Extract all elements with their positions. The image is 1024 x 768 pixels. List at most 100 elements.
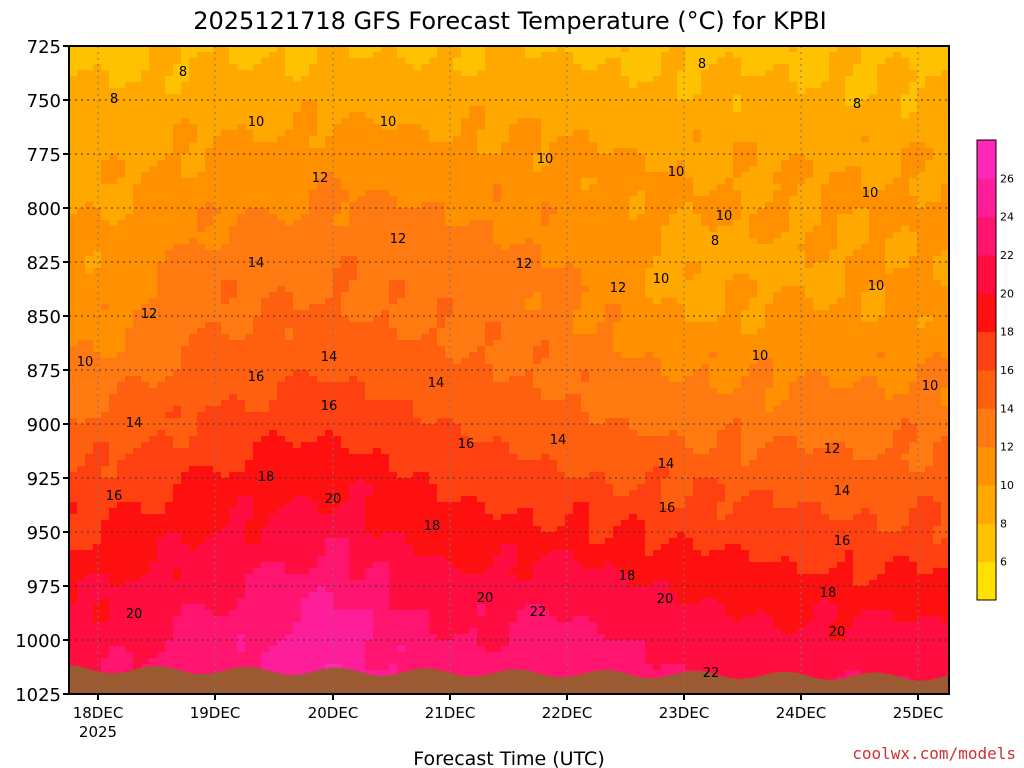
heatmap-cell (77, 466, 86, 473)
heatmap-cell (109, 406, 118, 413)
heatmap-cell (69, 340, 78, 347)
heatmap-cell (237, 358, 246, 365)
heatmap-cell (341, 346, 350, 353)
heatmap-cell (293, 394, 302, 401)
heatmap-cell (221, 346, 230, 353)
heatmap-cell (365, 646, 374, 653)
heatmap-cell (149, 142, 158, 149)
heatmap-cell (165, 388, 174, 395)
heatmap-cell (181, 76, 190, 83)
heatmap-cell (117, 412, 126, 419)
heatmap-cell (389, 262, 398, 269)
heatmap-cell (389, 256, 398, 263)
heatmap-cell (109, 226, 118, 233)
heatmap-cell (341, 436, 350, 443)
heatmap-cell (237, 178, 246, 185)
heatmap-cell (85, 142, 94, 149)
heatmap-cell (85, 334, 94, 341)
heatmap-cell (341, 322, 350, 329)
heatmap-cell (221, 484, 230, 491)
heatmap-cell (69, 628, 78, 635)
heatmap-cell (437, 58, 446, 65)
heatmap-cell (245, 538, 254, 545)
heatmap-cell (213, 64, 222, 71)
heatmap-cell (77, 592, 86, 599)
heatmap-cell (141, 394, 150, 401)
heatmap-cell (397, 148, 406, 155)
heatmap-cell (381, 382, 390, 389)
heatmap-cell (341, 508, 350, 515)
heatmap-cell (325, 640, 334, 647)
heatmap-cell (341, 316, 350, 323)
heatmap-cell (389, 604, 398, 611)
heatmap-cell (189, 592, 198, 599)
heatmap-cell (237, 292, 246, 299)
heatmap-cell (285, 52, 294, 59)
heatmap-cell (413, 208, 422, 215)
heatmap-cell (93, 640, 102, 647)
heatmap-cell (365, 310, 374, 317)
heatmap-cell (85, 208, 94, 215)
heatmap-cell (325, 304, 334, 311)
heatmap-cell (165, 214, 174, 221)
heatmap-cell (349, 232, 358, 239)
heatmap-cell (117, 244, 126, 251)
heatmap-cell (357, 70, 366, 77)
heatmap-cell (149, 526, 158, 533)
heatmap-cell (317, 250, 326, 257)
heatmap-cell (109, 394, 118, 401)
heatmap-cell (389, 646, 398, 653)
heatmap-cell (165, 280, 174, 287)
heatmap-cell (405, 448, 414, 455)
heatmap-cell (181, 310, 190, 317)
heatmap-cell (165, 238, 174, 245)
heatmap-cell (77, 106, 86, 113)
heatmap-cell (117, 562, 126, 569)
heatmap-cell (173, 292, 182, 299)
heatmap-cell (237, 136, 246, 143)
heatmap-cell (221, 496, 230, 503)
heatmap-cell (237, 424, 246, 431)
heatmap-cell (85, 550, 94, 557)
heatmap-cell (341, 310, 350, 317)
heatmap-cell (325, 466, 334, 473)
heatmap-cell (421, 280, 430, 287)
heatmap-cell (173, 70, 182, 77)
heatmap-cell (365, 460, 374, 467)
heatmap-cell (237, 124, 246, 131)
heatmap-cell (189, 322, 198, 329)
heatmap-cell (245, 496, 254, 503)
heatmap-cell (389, 400, 398, 407)
heatmap-cell (325, 322, 334, 329)
heatmap-cell (157, 472, 166, 479)
heatmap-cell (293, 472, 302, 479)
heatmap-cell (189, 628, 198, 635)
heatmap-cell (101, 262, 110, 269)
heatmap-cell (197, 304, 206, 311)
heatmap-cell (261, 358, 270, 365)
heatmap-cell (101, 646, 110, 653)
heatmap-cell (285, 64, 294, 71)
heatmap-cell (309, 310, 318, 317)
heatmap-cell (421, 562, 430, 569)
heatmap-cell (213, 292, 222, 299)
heatmap-cell (77, 118, 86, 125)
heatmap-cell (285, 574, 294, 581)
heatmap-cell (309, 250, 318, 257)
heatmap-cell (349, 406, 358, 413)
heatmap-cell (133, 256, 142, 263)
heatmap-cell (357, 574, 366, 581)
heatmap-cell (85, 598, 94, 605)
heatmap-cell (77, 340, 86, 347)
heatmap-cell (157, 178, 166, 185)
heatmap-cell (229, 592, 238, 599)
heatmap-cell (197, 172, 206, 179)
heatmap-cell (69, 64, 78, 71)
heatmap-cell (85, 46, 94, 53)
heatmap-cell (389, 268, 398, 275)
heatmap-cell (429, 100, 438, 107)
heatmap-cell (85, 328, 94, 335)
heatmap-cell (117, 136, 126, 143)
heatmap-cell (197, 274, 206, 281)
heatmap-cell (421, 532, 430, 539)
